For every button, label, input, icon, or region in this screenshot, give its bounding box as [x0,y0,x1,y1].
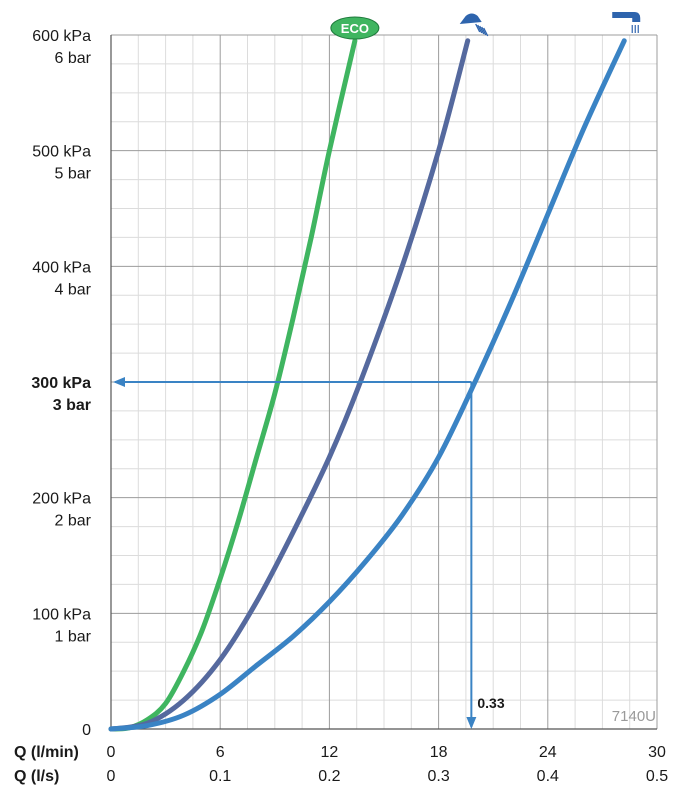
x-tick-label-ls: 0.3 [427,768,449,785]
series-line-2 [108,38,471,732]
water-jet [479,25,485,35]
y-tick-label: 600 kPa [32,28,91,45]
y-tick-label-bar: 1 bar [55,628,92,645]
x-tick-label-ls: 0 [107,768,116,785]
shower-head-icon [459,13,489,37]
x-tick-label-lmin: 18 [430,744,448,761]
curves [108,38,627,732]
y-tick-label: 300 kPa [31,375,91,392]
series-line-1 [108,38,358,732]
x-tick-label-lmin: 0 [107,744,116,761]
water-jet [483,27,489,37]
water-jet [481,26,487,36]
shower-head-shape [459,13,482,24]
x-tick-label-lmin: 30 [648,744,666,761]
x-tick-label-ls: 0.5 [646,768,668,785]
eco-badge-label: ECO [341,21,369,36]
y-tick-label: 200 kPa [32,491,91,508]
spout-shape [612,12,641,22]
y-tick-label-bar: 5 bar [55,166,92,183]
eco-badge-shape [330,16,380,40]
y-tick-labels: 0 100 kPa 1 bar 200 kPa 2 bar 300 kPa 3 bar 400… [31,28,91,739]
water-jet [477,24,483,34]
x-tick-labels: 0 6 12 18 24 30 0 0.1 0.2 0.3 0.4 0.5 [107,744,669,785]
bath-spout-icon [612,12,641,33]
x-tick-label-lmin: 6 [216,744,225,761]
x-tick-label-lmin: 24 [539,744,557,761]
y-tick-label-bar: 6 bar [55,50,92,67]
y-tick-label-bar: 3 bar [53,397,91,414]
x-tick-label-ls: 0.2 [318,768,340,785]
y-tick-label: 400 kPa [32,259,91,276]
annotation: 0.33 [113,377,505,729]
model-code-label: 7140U [612,708,656,725]
series-line-3 [108,38,627,732]
series-markers: ECO [330,12,641,40]
water-jet [475,23,481,33]
y-tick-label: 0 [82,722,91,739]
x-tick-label-ls: 0.1 [209,768,231,785]
y-tick-label: 500 kPa [32,144,91,161]
x-axis-title-primary: Q (l/min) [14,744,79,761]
y-tick-label: 100 kPa [32,606,91,623]
flow-readout-label: 0.33 [477,695,504,711]
y-tick-label-bar: 2 bar [55,513,92,530]
x-tick-label-ls: 0.4 [537,768,559,785]
y-tick-label-bar: 4 bar [55,281,92,298]
eco-badge: ECO [330,16,380,40]
x-axis-title-secondary: Q (l/s) [14,768,59,785]
x-tick-label-lmin: 12 [321,744,339,761]
